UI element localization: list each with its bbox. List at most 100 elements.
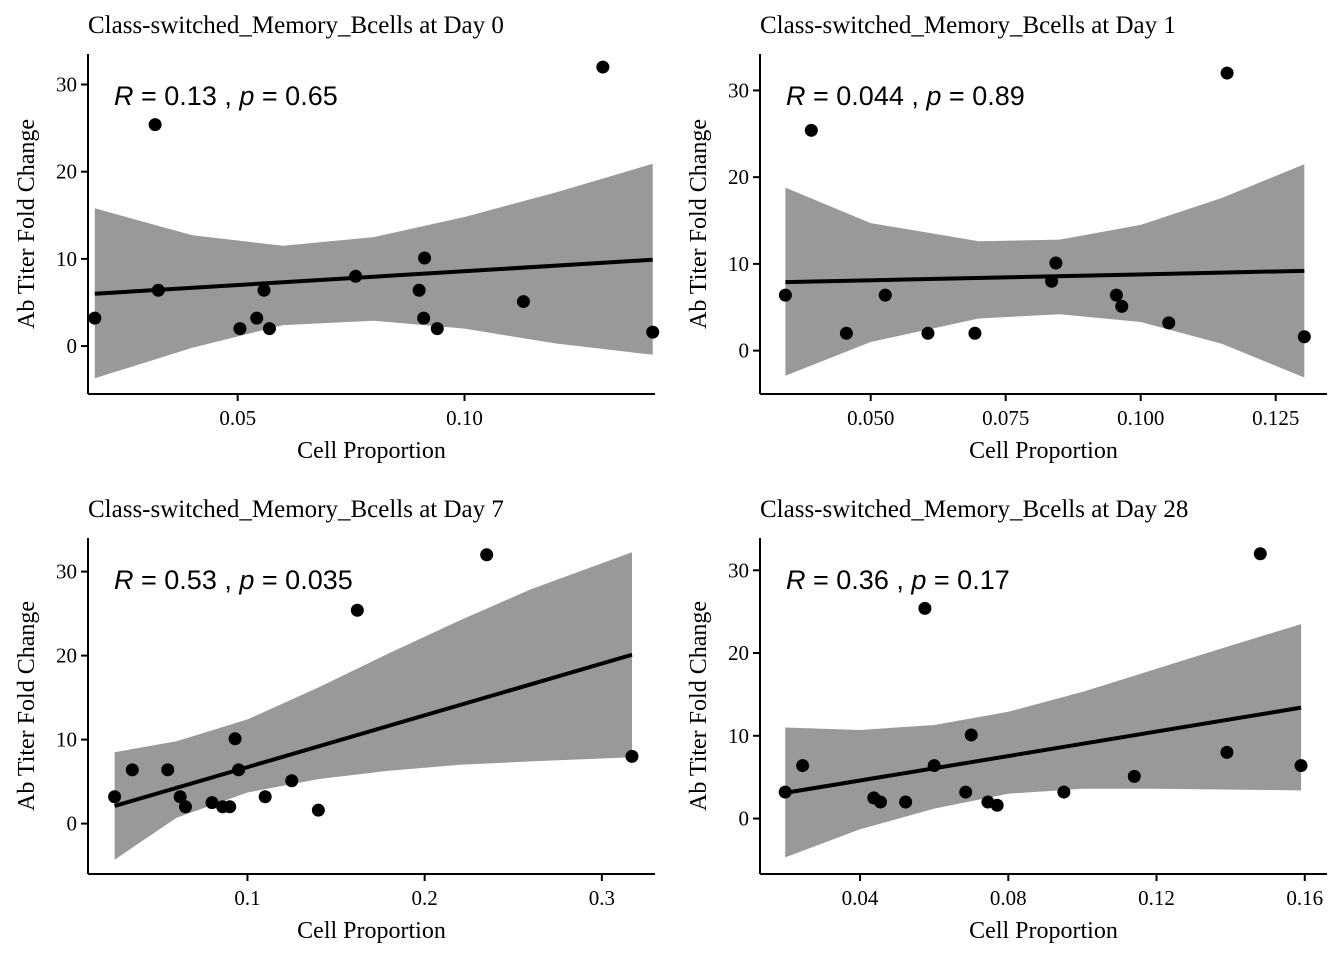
- data-point: [878, 288, 892, 302]
- data-point: [250, 311, 264, 325]
- y-tick-label: 30: [728, 78, 749, 102]
- data-point: [873, 795, 887, 809]
- r-value: 0.044: [836, 81, 904, 111]
- data-point: [228, 732, 242, 746]
- data-point: [1162, 316, 1176, 330]
- x-tick-label: 0.125: [1252, 406, 1299, 430]
- data-point: [1115, 299, 1129, 313]
- y-axis-label: Ab Titer Fold Change: [686, 601, 712, 811]
- correlation-annotation: R = 0.53 , p = 0.035: [114, 565, 353, 595]
- data-point: [1294, 759, 1308, 773]
- x-tick-label: 0.16: [1286, 886, 1323, 910]
- x-axis-label: Cell Proportion: [297, 918, 446, 944]
- data-point: [233, 322, 247, 336]
- data-point: [258, 790, 272, 804]
- data-point: [262, 322, 276, 336]
- y-tick-label: 0: [67, 334, 78, 358]
- data-point: [927, 759, 941, 773]
- x-axis-label: Cell Proportion: [969, 438, 1118, 464]
- y-axis-label: Ab Titer Fold Change: [14, 119, 40, 329]
- correlation-annotation: R = 0.36 , p = 0.17: [786, 565, 1010, 595]
- p-value: 0.65: [285, 81, 338, 111]
- y-tick-label: 20: [728, 165, 749, 189]
- panel-title: Class-switched_Memory_Bcells at Day 7: [88, 496, 504, 523]
- x-axis-label: Cell Proportion: [969, 918, 1118, 944]
- data-point: [418, 251, 432, 265]
- y-axis-label: Ab Titer Fold Change: [14, 601, 40, 811]
- data-point: [1109, 288, 1123, 302]
- y-tick-label: 20: [56, 160, 77, 184]
- x-tick-label: 0.05: [219, 406, 256, 430]
- data-point: [516, 295, 530, 309]
- y-tick-label: 20: [56, 644, 77, 668]
- data-point: [596, 60, 610, 74]
- x-tick-label: 0.050: [847, 406, 894, 430]
- data-point: [417, 311, 431, 325]
- data-point: [990, 798, 1004, 812]
- confidence-band: [94, 163, 653, 379]
- data-point: [161, 763, 175, 777]
- data-point: [232, 763, 246, 777]
- data-point: [918, 601, 932, 615]
- panel-day-1: 0.050 0.075 0.100 0.125 0 10 20 30 Class-switche…: [686, 12, 1327, 464]
- data-point: [921, 326, 935, 340]
- data-point: [151, 283, 165, 297]
- data-point: [964, 728, 978, 742]
- y-tick-label: 0: [739, 807, 750, 831]
- y-tick-label: 10: [728, 724, 749, 748]
- regression-line: [784, 705, 1302, 795]
- x-tick-label: 0.100: [1117, 406, 1164, 430]
- confidence-band: [785, 624, 1302, 858]
- p-value: 0.035: [285, 565, 353, 595]
- confidence-band: [114, 552, 633, 860]
- panel-day-7: 0.1 0.2 0.3 0 10 20 30 Class-switched_Memory_Bc…: [14, 496, 655, 944]
- data-point: [625, 749, 639, 763]
- data-point: [148, 118, 162, 132]
- data-point: [968, 326, 982, 340]
- x-tick-label: 0.075: [982, 406, 1029, 430]
- data-point: [349, 269, 363, 283]
- data-point: [1220, 745, 1234, 759]
- data-point: [796, 759, 810, 773]
- y-tick-label: 30: [56, 560, 77, 584]
- panel-title: Class-switched_Memory_Bcells at Day 1: [760, 12, 1176, 39]
- data-point: [839, 326, 853, 340]
- data-point: [412, 283, 426, 297]
- x-tick-label: 0.08: [990, 886, 1027, 910]
- data-point: [899, 795, 913, 809]
- regression-line: [94, 257, 653, 296]
- p-value: 0.89: [972, 81, 1025, 111]
- correlation-annotation: R = 0.13 , p = 0.65: [114, 81, 338, 111]
- data-point: [205, 796, 219, 810]
- data-point: [1057, 785, 1071, 799]
- x-tick-label: 0.2: [412, 886, 438, 910]
- data-point: [1253, 547, 1267, 561]
- data-point: [778, 785, 792, 799]
- y-tick-label: 20: [728, 641, 749, 665]
- regression-line: [114, 652, 633, 808]
- data-point: [430, 322, 444, 336]
- y-tick-label: 10: [56, 247, 77, 271]
- correlation-annotation: R = 0.044 , p = 0.89: [786, 81, 1025, 111]
- x-tick-label: 0.3: [589, 886, 615, 910]
- data-point: [285, 774, 299, 788]
- y-tick-label: 10: [56, 728, 77, 752]
- data-point: [1127, 769, 1141, 783]
- data-point: [223, 800, 237, 814]
- data-point: [1049, 256, 1063, 270]
- x-axis-label: Cell Proportion: [297, 438, 446, 464]
- data-point: [1220, 66, 1234, 80]
- data-point: [108, 790, 122, 804]
- x-tick-label: 0.10: [446, 406, 483, 430]
- data-point: [804, 123, 818, 137]
- data-point: [125, 763, 139, 777]
- y-axis-label: Ab Titer Fold Change: [686, 119, 712, 329]
- x-tick-label: 0.12: [1138, 886, 1175, 910]
- y-tick-label: 30: [728, 558, 749, 582]
- data-point: [1045, 274, 1059, 288]
- panel-day-0: 0.05 0.10 0 10 20 30 Class-switched_Memory_Bce…: [14, 12, 660, 464]
- y-tick-label: 0: [739, 339, 750, 363]
- r-value: 0.53: [164, 565, 217, 595]
- panel-title: Class-switched_Memory_Bcells at Day 0: [88, 12, 504, 39]
